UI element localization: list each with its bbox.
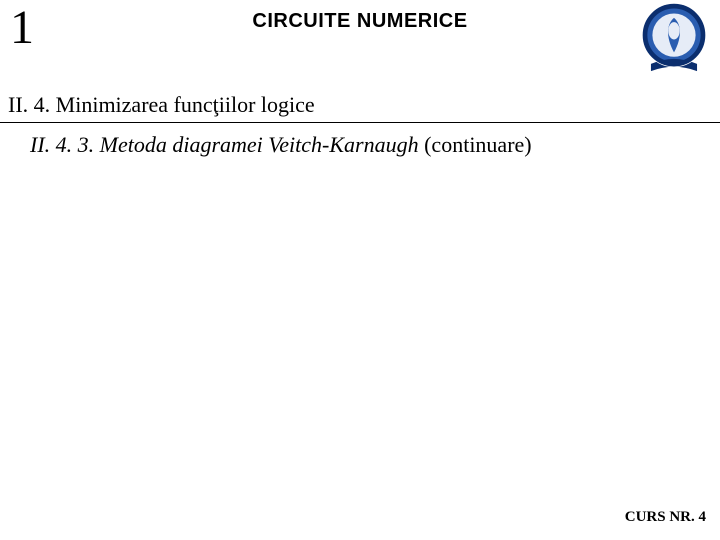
university-logo [638,2,710,74]
subsection-heading: II. 4. 3. Metoda diagramei Veitch-Karnau… [30,132,532,158]
subsection-plain: (continuare) [419,132,532,157]
footer-course-number: CURS NR. 4 [625,509,706,526]
section-heading: II. 4. Minimizarea funcţiilor logice [8,92,315,118]
divider [0,122,720,123]
course-title: CIRCUITE NUMERICE [0,10,720,33]
subsection-italic: II. 4. 3. Metoda diagramei Veitch-Karnau… [30,132,419,157]
seal-icon [638,2,710,74]
